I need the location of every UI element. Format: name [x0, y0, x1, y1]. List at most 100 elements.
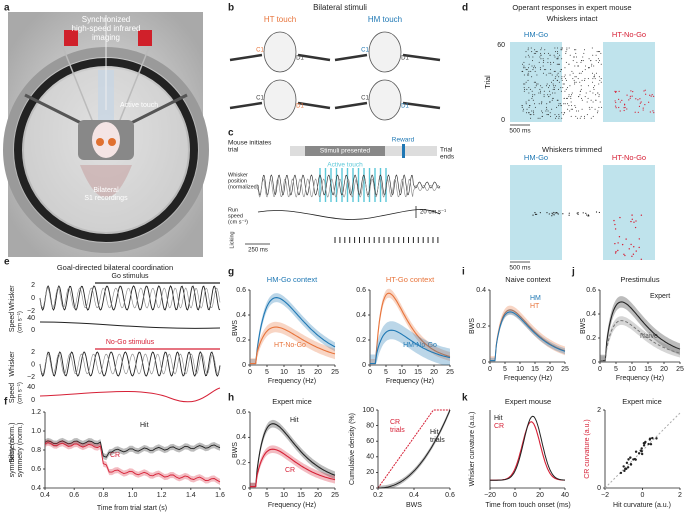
label: Synchronized — [82, 15, 130, 24]
lick-dot — [593, 74, 595, 76]
lick-dot — [561, 78, 563, 80]
label: BWS — [469, 318, 476, 334]
panel-label: b — [228, 3, 234, 14]
lick-dot — [545, 69, 547, 71]
lick-dot — [564, 90, 566, 92]
lick-dot — [600, 78, 602, 80]
label: Time from touch onset (ms) — [485, 502, 570, 509]
lick-dot — [572, 78, 574, 80]
label: Mouse initiates — [228, 140, 272, 147]
lick-dot — [531, 110, 533, 112]
lick-dot — [560, 103, 562, 105]
lick-dot — [534, 94, 536, 96]
lick-dot — [575, 49, 577, 51]
y-tick-label: 0.6 — [586, 287, 596, 294]
lick-dot — [593, 65, 595, 67]
curve — [44, 440, 221, 458]
lick-dot — [549, 94, 551, 96]
error-band — [378, 407, 450, 488]
scatter-dot — [629, 456, 632, 459]
lick-dot — [539, 69, 541, 71]
lick-dot — [523, 108, 525, 110]
x-tick-label: 0 — [248, 369, 252, 376]
x-tick-label: 0.4 — [40, 492, 50, 499]
lick-dot — [565, 88, 567, 90]
curve — [600, 301, 681, 362]
lick-dot — [528, 70, 530, 72]
lick-dot — [536, 74, 538, 76]
y-tick-label: 0.6 — [356, 287, 366, 294]
lick-dot — [572, 60, 574, 62]
lick-dot — [598, 61, 600, 63]
lick-dot — [534, 106, 536, 108]
lick-dot — [532, 69, 534, 71]
lick-dot — [567, 103, 569, 105]
lick-dot — [614, 105, 617, 107]
label: Hit — [140, 422, 149, 429]
lick-dot — [578, 96, 580, 98]
lick-dot — [575, 52, 577, 54]
lick-dot — [528, 92, 530, 94]
label: Expert mice — [272, 397, 312, 406]
lick-dot — [600, 52, 602, 54]
lick-dot — [640, 258, 643, 260]
x-tick-label: 20 — [314, 369, 322, 376]
error-band — [250, 321, 335, 365]
lick-dot — [525, 101, 527, 103]
lick-dot — [569, 85, 571, 87]
lick-dot — [534, 103, 536, 105]
scatter-dot — [655, 437, 658, 440]
x-tick-label: 1.6 — [215, 492, 225, 499]
lick-dot — [559, 70, 561, 72]
lick-dot — [579, 94, 581, 96]
lick-dot — [551, 215, 553, 217]
x-tick-label: 25 — [331, 369, 339, 376]
label: C1 — [361, 48, 369, 54]
lick-dot — [534, 49, 536, 51]
lick-dot — [531, 97, 533, 99]
lick-dot — [580, 61, 582, 63]
y-tick-label: 100 — [362, 407, 374, 414]
lick-dot — [523, 90, 525, 92]
label: 0 — [31, 361, 35, 368]
label: Stimuli presented — [320, 148, 371, 155]
x-tick-label: 20 — [546, 366, 554, 373]
lick-dot — [532, 110, 534, 112]
label: Naive — [640, 333, 658, 340]
lick-dot — [549, 69, 551, 71]
lick-dot — [575, 106, 577, 108]
lick-dot — [586, 214, 588, 216]
lick-dot — [540, 52, 542, 54]
label: D1 — [401, 104, 409, 110]
lick-dot — [568, 63, 570, 65]
lick-dot — [588, 58, 590, 60]
lick-dot — [595, 211, 598, 213]
lick-dot — [541, 115, 543, 117]
label: −2 — [27, 308, 35, 315]
lick-dot — [642, 107, 644, 109]
lick-dot — [547, 94, 549, 96]
lick-dot — [560, 49, 562, 51]
lick-dot — [554, 114, 556, 116]
lick-dot — [574, 105, 576, 107]
run-trace — [257, 209, 441, 220]
lick-dot — [562, 213, 564, 215]
scatter-dot — [634, 450, 638, 453]
lick-dot — [564, 67, 566, 69]
lick-dot — [635, 250, 637, 252]
lick-dot — [525, 69, 527, 71]
lick-dot — [565, 78, 567, 80]
lick-dot — [633, 246, 635, 248]
lick-dot — [561, 79, 563, 81]
lick-dot — [563, 112, 565, 114]
scatter-dot — [642, 444, 646, 447]
lick-dot — [584, 65, 586, 67]
y-tick-label: 0 — [242, 362, 246, 369]
label: HM-Go — [524, 153, 548, 162]
lick-dot — [578, 110, 580, 112]
lick-dot — [524, 67, 526, 69]
lick-dot — [546, 114, 548, 116]
lick-dot — [546, 103, 548, 105]
x-tick-label: 10 — [516, 366, 524, 373]
label: No-Go stimulus — [106, 339, 155, 346]
